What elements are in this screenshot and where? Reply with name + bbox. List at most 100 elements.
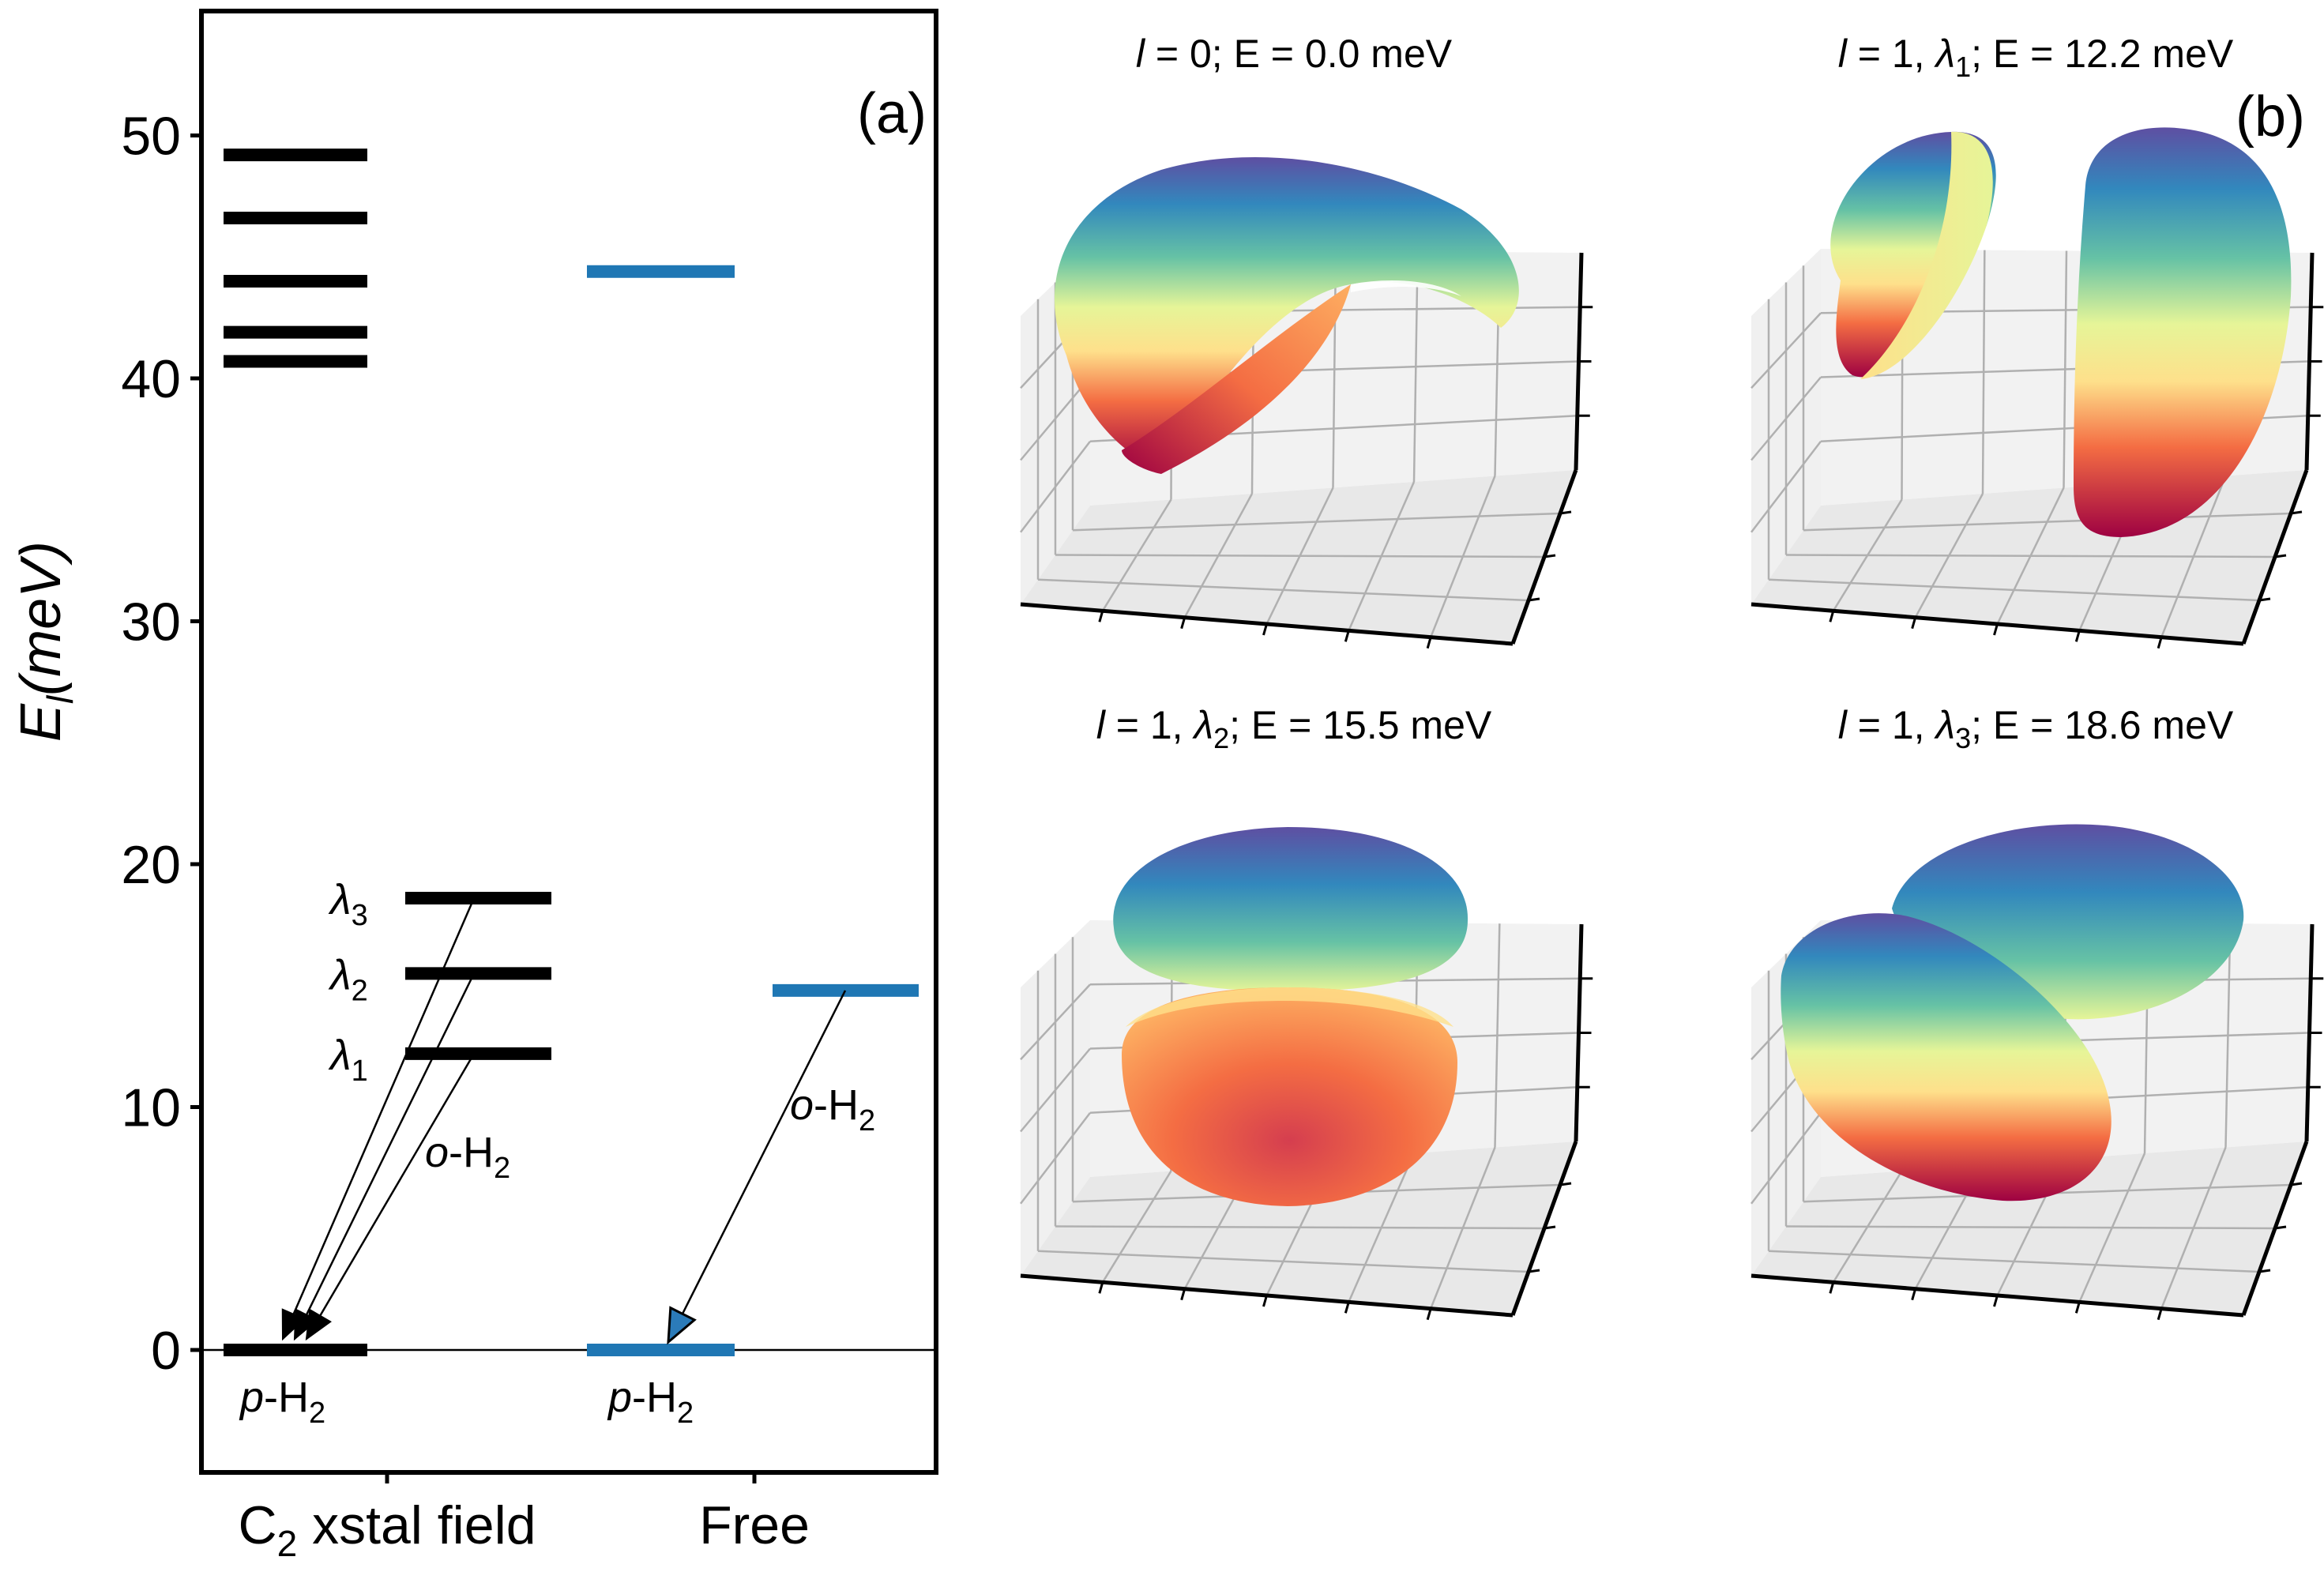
state-label-para-part: -H [264,1374,309,1421]
subplot-title-part: ; E = 12.2 meV [1971,32,2234,76]
transition-arrow [293,972,476,1340]
panel-label-a: (a) [857,82,927,145]
axis-tick [1829,610,1835,622]
axis-tick [1528,1269,1540,1273]
subplot-title-part: = 1 [1105,703,1172,747]
axis-tick [1426,1308,1432,1321]
subplot-title-part: = 1 [1847,703,1914,747]
axis-tick [1098,1281,1104,1294]
surface-lobe-left-cut [1860,131,1993,380]
axis-tick [1098,610,1104,622]
axis-tick [1544,1225,1556,1230]
surface-subplot [1020,827,1593,1321]
axis-tick [1559,510,1572,515]
surface-outer [1055,157,1519,471]
axis-tick [2157,1308,2163,1321]
axis-tick [2074,1301,2081,1314]
surface-subplot [1020,157,1593,649]
transition-arrowhead [293,1308,319,1341]
surface-lobe-lower [1781,913,2112,1201]
transition-arrow [667,990,847,1343]
axis-tick [1180,1288,1186,1301]
subplot-title-part: 1 [1955,51,1971,83]
axis-tick [1528,597,1540,602]
level-label-lambda: λ2 [328,951,368,1007]
subplot-title: l = 1, λ3; E = 18.6 meV [1838,703,2234,754]
transition-label-ortho-part: -H [814,1081,859,1129]
axis-tick [2274,1225,2287,1230]
transition-label-ortho: o-H2 [425,1129,510,1185]
grid-line [1332,250,1337,488]
axis-tick [2274,554,2287,558]
level-label-lambda: λ1 [328,1032,368,1088]
axis-tick [1262,623,1268,636]
level-label-lambda-part: λ [328,876,352,923]
y-axis-label-subscript: l [39,694,81,704]
y-axis-label-symbol: E [9,703,73,742]
surface-inner [1122,284,1351,474]
grid-line [1494,923,1501,1148]
subplot-title-part: l [1096,703,1107,747]
subplot-title: l = 1, λ1; E = 12.2 meV [1838,32,2234,83]
axis-tick [1911,1288,1917,1301]
transition-label-ortho-part: 2 [859,1104,875,1137]
level-label-lambda-part: 1 [352,1055,368,1088]
subplot-title-part: 3 [1955,722,1971,754]
x-tick-label-part: C [238,1495,276,1555]
y-axis-label: El(meV) [9,541,81,742]
subplot-title-part: l [1136,32,1146,76]
subplot-title-part: , [1172,703,1194,747]
state-label-para-part: 2 [677,1397,694,1430]
transition-arrowhead [667,1306,697,1345]
surface-lobe-top [1113,827,1468,991]
subplot-title-part: l [1838,32,1848,76]
subplot-title-part: = 0 [1145,32,1212,76]
axis-tick [1993,623,1999,636]
level-label-lambda-part: λ [328,1032,352,1079]
subplot-title-part: ; E = 15.5 meV [1229,703,1492,747]
level-label-lambda-part: λ [328,951,352,998]
grid-line [1072,512,1561,532]
axis-tick [1829,1281,1835,1294]
grid-line [2224,923,2232,1148]
grid-line [1768,1250,2260,1273]
subplot-title-part: λ [1933,703,1955,747]
y-tick-label: 0 [151,1321,181,1381]
axis-tick [1344,1301,1350,1314]
subplot-title: l = 1, λ2; E = 15.5 meV [1096,703,1492,754]
level-label-lambda: λ3 [328,876,368,932]
axis-tick [1426,637,1432,649]
y-tick-label: 20 [121,835,181,895]
axis-tick [2157,637,2163,649]
state-label-para: p-H2 [239,1374,325,1430]
level-label-lambda-part: 2 [352,974,368,1007]
axis-tick [1344,630,1350,642]
subplot-title-part: λ [1191,703,1213,747]
axis-tick [1911,617,1917,630]
axis-tick [2074,630,2081,642]
state-label-para-part: -H [632,1374,677,1421]
axis-tick [2290,1182,2303,1186]
surface-subplot [1751,127,2324,649]
subplot-title-part: ; E = 18.6 meV [1971,703,2234,747]
axis-tick [2258,1269,2271,1273]
y-tick-label: 40 [121,349,181,409]
axis-tick [1262,1295,1268,1307]
y-axis-label-unit: (meV) [9,541,73,696]
grid-line [1768,578,2260,602]
subplot-title-part: = 1 [1847,32,1914,76]
transition-label-ortho-part: o [425,1129,449,1176]
transition-label-ortho-part: -H [449,1129,494,1176]
subplot-title-part: , [1914,32,1936,76]
subplot-title-part: 2 [1213,722,1229,754]
grid-line [1785,554,2276,558]
axis-tick [2258,597,2271,602]
panel-label-b: (b) [2236,85,2305,149]
axis-tick [1993,1295,1999,1307]
axis-tick [1180,617,1186,630]
surface-lobe-bottom-rim [1126,987,1453,1027]
x-tick-label: Free [699,1495,810,1555]
